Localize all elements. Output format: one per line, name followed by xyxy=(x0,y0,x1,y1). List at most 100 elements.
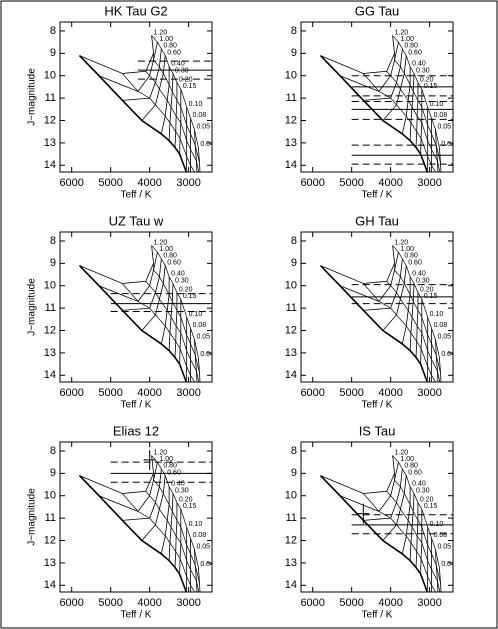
mass-label: 0.04 xyxy=(441,141,455,148)
mass-label: 0.80 xyxy=(163,463,177,470)
x-tick-label: 5000 xyxy=(98,387,122,399)
isochrone xyxy=(151,35,199,148)
isochrone xyxy=(394,263,441,374)
mass-label: 0.08 xyxy=(434,532,448,539)
mass-track xyxy=(438,147,442,172)
y-tick-label: 8 xyxy=(50,235,56,247)
y-tick-label: 10 xyxy=(44,70,56,82)
x-tick-label: 4000 xyxy=(137,387,161,399)
x-tick-label: 4000 xyxy=(378,597,402,609)
mass-label: 0.05 xyxy=(437,543,451,550)
y-tick-label: 11 xyxy=(286,92,297,104)
mass-label: 0.20 xyxy=(179,76,193,83)
y-tick-label: 8 xyxy=(291,235,297,247)
data-point xyxy=(357,503,370,524)
y-tick-label: 9 xyxy=(291,467,297,479)
mass-label: 0.20 xyxy=(420,286,434,293)
mass-label: 0.80 xyxy=(163,253,177,260)
x-tick-label: 5000 xyxy=(339,387,363,399)
mass-track xyxy=(197,147,201,172)
mass-label: 0.60 xyxy=(408,49,422,56)
mass-label: 0.20 xyxy=(179,286,193,293)
mass-label: 0.08 xyxy=(193,532,207,539)
y-tick-label: 9 xyxy=(291,47,297,59)
y-tick-label: 11 xyxy=(286,512,297,524)
plot-area: 1.201.000.800.600.400.300.200.150.100.08… xyxy=(319,239,455,382)
mass-label: 0.40 xyxy=(171,481,185,488)
mass-label: 0.60 xyxy=(167,49,181,56)
mass-label: 0.15 xyxy=(424,503,438,510)
y-tick-label: 10 xyxy=(285,490,297,502)
plot-frame xyxy=(59,231,213,383)
x-tick-label: 6000 xyxy=(300,177,324,189)
x-tick-label: 4000 xyxy=(378,177,402,189)
isochrone xyxy=(122,73,195,172)
isochrone xyxy=(153,473,200,584)
mass-label: 0.80 xyxy=(404,463,418,470)
isochrone xyxy=(386,491,441,592)
x-tick-label: 6000 xyxy=(59,387,83,399)
y-tick-label: 14 xyxy=(285,579,297,591)
panel: 1.201.000.800.600.400.300.200.150.100.08… xyxy=(285,213,455,411)
isochrone xyxy=(145,281,200,382)
isochrone xyxy=(392,245,440,358)
mass-label: 1.00 xyxy=(159,456,173,463)
x-tick-label: 4000 xyxy=(137,177,161,189)
isochrone xyxy=(122,493,195,592)
isochrone xyxy=(78,55,188,172)
isochrone xyxy=(145,491,200,592)
y-tick-label: 11 xyxy=(286,302,297,314)
x-tick-label: 6000 xyxy=(59,597,83,609)
mass-label: 0.30 xyxy=(175,277,189,284)
isochrone xyxy=(319,475,429,592)
x-tick-label: 3000 xyxy=(176,177,200,189)
y-tick-label: 12 xyxy=(44,324,56,336)
mass-label: 0.20 xyxy=(179,496,193,503)
y-tick-label: 12 xyxy=(285,534,297,546)
mass-label: 0.40 xyxy=(412,271,426,278)
mass-label: 0.40 xyxy=(171,61,185,68)
x-tick-label: 3000 xyxy=(176,597,200,609)
isochrone xyxy=(386,71,441,172)
plot-frame xyxy=(59,441,213,593)
mass-label: 0.10 xyxy=(430,311,444,318)
panel: 1.201.000.800.600.400.300.200.150.100.08… xyxy=(285,3,455,201)
mass-label: 1.00 xyxy=(400,246,414,253)
x-axis-label: Teff / K xyxy=(362,190,393,201)
isochrone xyxy=(363,73,436,172)
y-tick-label: 8 xyxy=(291,445,297,457)
isochrone xyxy=(151,245,199,358)
mass-label: 0.08 xyxy=(434,322,448,329)
isochrone xyxy=(392,455,440,568)
isochrone xyxy=(122,283,195,382)
y-tick-label: 8 xyxy=(50,25,56,37)
chart-title: HK Tau G2 xyxy=(104,3,167,18)
y-tick-label: 14 xyxy=(44,579,56,591)
x-tick-label: 4000 xyxy=(137,597,161,609)
x-tick-label: 3000 xyxy=(417,177,441,189)
y-tick-label: 10 xyxy=(285,70,297,82)
mass-label: 0.10 xyxy=(430,101,444,108)
chart-title: IS Tau xyxy=(359,423,396,438)
isochrone xyxy=(394,53,441,164)
chart-title: Elias 12 xyxy=(113,423,159,438)
y-tick-label: 13 xyxy=(285,137,297,149)
x-tick-label: 3000 xyxy=(176,387,200,399)
mass-label: 0.15 xyxy=(183,503,197,510)
mass-track xyxy=(363,468,403,521)
mass-label: 1.20 xyxy=(154,449,168,456)
panel: 1.201.000.800.600.400.300.200.150.100.08… xyxy=(27,423,213,621)
mass-label: 0.08 xyxy=(193,322,207,329)
isochrone xyxy=(363,493,436,592)
mass-label: 0.30 xyxy=(175,487,189,494)
isochrone xyxy=(153,263,200,374)
y-tick-label: 14 xyxy=(44,369,56,381)
y-tick-label: 11 xyxy=(45,92,56,104)
mass-label: 0.80 xyxy=(163,43,177,50)
x-tick-label: 5000 xyxy=(98,597,122,609)
mass-label: 0.60 xyxy=(408,259,422,266)
mass-track xyxy=(363,48,403,101)
mass-label: 0.04 xyxy=(441,351,455,358)
mass-label: 0.30 xyxy=(416,67,430,74)
